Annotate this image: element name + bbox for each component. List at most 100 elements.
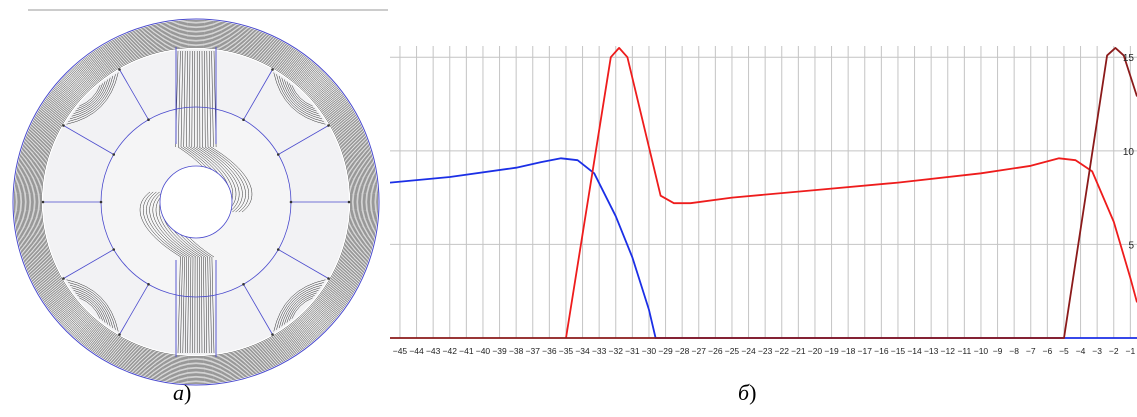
side-flux-line (284, 290, 319, 325)
yoke-flux-line (33, 39, 359, 365)
mesh-node (289, 200, 293, 204)
side-flux-line (273, 279, 326, 332)
x-tick-label: −17 (858, 346, 873, 356)
rotor-flux-line (139, 191, 182, 258)
mesh-spoke (243, 69, 273, 120)
mesh-node (112, 248, 116, 251)
x-tick-label: −9 (993, 346, 1003, 356)
pole-flux-line (209, 256, 212, 354)
pole-flux-line (211, 256, 215, 354)
mesh-node (271, 68, 274, 71)
rotor-flux-line (146, 191, 188, 258)
pole-flux-line (180, 256, 183, 354)
mesh-spoke (119, 69, 149, 120)
caption-b: б) (738, 380, 756, 406)
yoke-flux-line (23, 29, 369, 375)
side-flux-line (69, 284, 114, 329)
x-tick-label: −35 (559, 346, 574, 356)
pole-flux-line (177, 256, 181, 354)
plot-series (390, 47, 1137, 339)
side-flux-line (77, 295, 103, 321)
mesh-node (327, 124, 330, 127)
side-flux-line (286, 81, 317, 112)
y-tick-label: 5 (1128, 240, 1134, 251)
mesh-spoke (278, 249, 329, 279)
side-flux-line (68, 74, 116, 122)
yoke-flux-line (24, 30, 368, 374)
mesh-node (271, 333, 274, 336)
side-flux-line (278, 75, 323, 120)
mesh-spoke (63, 249, 114, 279)
pole-flux-line (208, 50, 211, 148)
side-flux-line (284, 79, 319, 114)
x-tick-label: −1 (1126, 346, 1136, 356)
mesh-spoke (119, 284, 149, 335)
side-flux-line (73, 79, 108, 114)
x-tick-label: −25 (725, 346, 740, 356)
motor-flux-diagram (12, 9, 388, 386)
yoke-flux-line (25, 31, 367, 373)
side-flux-line (77, 83, 103, 109)
mesh-node (62, 277, 65, 280)
yoke-flux-line (21, 27, 371, 377)
plot-grid (390, 46, 1137, 338)
yoke-flux-line (32, 38, 360, 366)
side-flux-line (75, 81, 106, 112)
x-tick-label: −16 (874, 346, 889, 356)
pole-flux-line (187, 256, 190, 354)
caption-a-paren: ) (184, 380, 192, 405)
yoke-flux-line (19, 25, 373, 379)
yoke-flux-line (20, 26, 372, 378)
x-tick-label: −4 (1076, 346, 1086, 356)
pole-flux-line (204, 50, 206, 148)
series-line (390, 47, 1137, 339)
caption-b-paren: ) (749, 380, 757, 405)
mesh-node (242, 282, 245, 286)
mesh-lines (12, 18, 380, 386)
mesh-spoke (63, 125, 114, 155)
plot-tick-labels: −45 −44 −43 −42 −41 −40 −39 −38 −37 −36 −35 −34 −33−… (393, 53, 1136, 356)
rotor-flux-line (207, 146, 249, 213)
side-flux-line (79, 85, 101, 107)
x-tick-label: −26 (708, 346, 723, 356)
x-tick-label: −32 (609, 346, 624, 356)
mesh-node (276, 248, 280, 251)
yoke-flux-line (41, 47, 351, 357)
x-tick-label: −13 (924, 346, 939, 356)
rotor-flux-line (204, 146, 246, 213)
rotor-flux-line (152, 191, 194, 258)
side-flux-line (79, 297, 101, 319)
x-tick-label: −39 (492, 346, 507, 356)
mesh-node (99, 200, 103, 204)
x-tick-label: −44 (409, 346, 424, 356)
pole-flux-line (186, 50, 188, 148)
pole-flux-line (189, 256, 192, 354)
mesh-node (147, 282, 150, 286)
side-flux-line (291, 297, 313, 319)
side-flux-line (281, 77, 321, 117)
caption-b-letter: б (738, 380, 750, 405)
side-flux-line (278, 284, 323, 329)
x-tick-label: −19 (824, 346, 839, 356)
x-tick-label: −7 (1026, 346, 1036, 356)
yoke-flux-line (18, 24, 374, 380)
caption-a: а) (173, 380, 191, 406)
side-flux-line (68, 282, 116, 330)
mesh-node (118, 333, 121, 336)
yoke-flux-line (29, 35, 363, 369)
series-line (390, 157, 1137, 339)
side-flux-line (291, 85, 313, 107)
caption-a-letter: а (173, 380, 184, 405)
x-tick-label: −28 (675, 346, 690, 356)
side-flux-line (73, 290, 108, 325)
x-tick-label: −18 (841, 346, 856, 356)
side-flux-line (289, 295, 315, 321)
x-tick-label: −43 (426, 346, 441, 356)
stator-outer-boundary (12, 18, 380, 386)
mesh-node (276, 153, 280, 156)
x-tick-label: −23 (758, 346, 773, 356)
side-flux-line (276, 74, 324, 122)
x-tick-label: −5 (1059, 346, 1069, 356)
x-tick-label: −2 (1109, 346, 1119, 356)
pole-flux-line (178, 50, 181, 148)
